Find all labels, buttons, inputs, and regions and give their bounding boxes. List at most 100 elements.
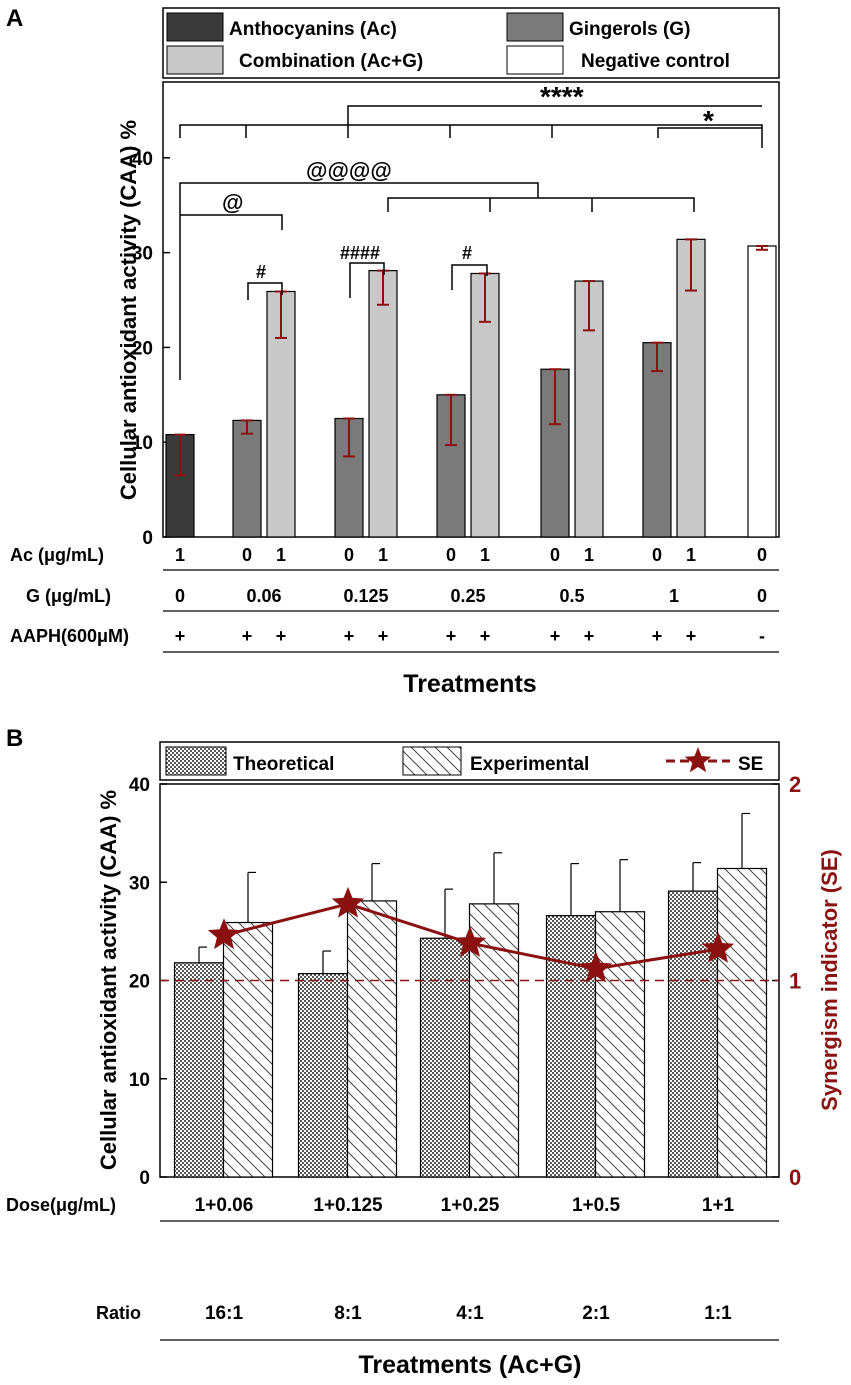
- cell-aaph: +: [480, 626, 491, 646]
- cell-ac: 0: [344, 545, 354, 565]
- cell-aaph: +: [584, 626, 595, 646]
- bar-a-negative: [747, 245, 777, 538]
- cell-aaph: +: [378, 626, 389, 646]
- bracket-at4: [179, 182, 539, 380]
- legend-swatch-experimental: [402, 746, 462, 776]
- y-tick-label-b: 0: [139, 1168, 150, 1189]
- cell-aaph: +: [652, 626, 663, 646]
- bar-a-combo: [368, 270, 398, 538]
- legend-label-g: Gingerols (G): [569, 19, 690, 40]
- cell-dose: 1+0.06: [195, 1195, 254, 1216]
- cell-ac: 1: [276, 545, 286, 565]
- legend-label-experimental: Experimental: [470, 754, 589, 775]
- se-point: [331, 886, 365, 918]
- bracket-star1: [657, 127, 762, 138]
- bar-b-experimental: [594, 911, 646, 1178]
- y-tick-label-a: 20: [132, 338, 153, 359]
- cell-aaph: -: [759, 626, 765, 646]
- row-label-dose: Dose(μg/mL): [6, 1195, 116, 1215]
- legend-swatch-ac: [166, 12, 224, 42]
- panel-b: B Theoretical Experimental SE 010203040 …: [6, 725, 842, 1379]
- legend-label-ac: Anthocyanins (Ac): [229, 19, 397, 40]
- bar-a-g: [642, 342, 672, 538]
- cell-ac: 0: [550, 545, 560, 565]
- x-axis-label-a: Treatments: [403, 670, 536, 698]
- legend-label-theoretical: Theoretical: [233, 754, 334, 775]
- cell-ac: 0: [242, 545, 252, 565]
- cell-g: 0.125: [343, 586, 388, 606]
- y-tick-label-b: 40: [129, 775, 150, 796]
- cell-aaph: +: [550, 626, 561, 646]
- cell-g: 1: [669, 586, 679, 606]
- table-a-cells: 10+0 10.06+ +0 10.125+ +0 10.25+ +0 10.5+ +0 11+ +…: [175, 545, 767, 646]
- y2-tick-label-b: 1: [789, 969, 801, 994]
- y2-tick-label-b: 0: [789, 1165, 801, 1190]
- se-point: [701, 932, 735, 963]
- y-tick-label-b: 10: [129, 1070, 150, 1091]
- bracket-top: [179, 124, 763, 148]
- y-tick-label-a: 0: [142, 528, 153, 549]
- bars-b: [173, 812, 768, 1178]
- legend-a: Anthocyanins (Ac) Gingerols (G) Combinat…: [162, 7, 780, 79]
- cell-g: 0: [175, 586, 185, 606]
- cell-g: 0.25: [450, 586, 485, 606]
- panel-a-letter: A: [6, 5, 23, 32]
- y-axis-b: 0 10 20 30 40: [129, 775, 167, 1189]
- legend-label-se: SE: [738, 754, 763, 775]
- cell-ac: 1: [584, 545, 594, 565]
- treatment-table-b: Dose(μg/mL) Ratio 1+0.06 1+0.125 1+0.25 1+0…: [6, 1195, 779, 1341]
- cell-ratio: 1:1: [704, 1303, 732, 1324]
- y2-axis-b: 0 1 2: [772, 772, 801, 1190]
- y-axis-label-b: Cellular antioxidant activity (CAA) %: [96, 790, 121, 1170]
- legend-b: Theoretical Experimental SE: [159, 741, 780, 781]
- table-b-cells: 1+0.06 1+0.125 1+0.25 1+0.5 1+1 16:1 8:1 4:1 2:1…: [195, 1195, 735, 1324]
- bar-b-theoretical: [297, 973, 349, 1178]
- cell-dose: 1+0.125: [313, 1195, 383, 1216]
- panel-b-letter: B: [6, 725, 23, 752]
- cell-g: 0: [757, 586, 767, 606]
- legend-swatch-theoretical: [165, 746, 227, 776]
- bracket-top-ticks: [245, 125, 553, 138]
- cell-ratio: 4:1: [456, 1303, 484, 1324]
- label-hash1: #: [256, 262, 266, 282]
- bracket-hash1b: [451, 264, 488, 290]
- y-tick-label-a: 40: [132, 149, 153, 170]
- legend-swatch-g: [506, 12, 564, 42]
- legend-swatch-negative: [506, 45, 564, 75]
- cell-ratio: 8:1: [334, 1303, 362, 1324]
- x-axis-label-b: Treatments (Ac+G): [359, 1351, 582, 1379]
- y-tick-label-b: 20: [129, 972, 150, 993]
- legend-star-se: [684, 747, 712, 773]
- y-tick-label-b: 30: [129, 873, 150, 894]
- bracket-hash4: [349, 262, 385, 298]
- cell-aaph: +: [242, 626, 253, 646]
- cell-ac: 1: [175, 545, 185, 565]
- y-tick-label-a: 10: [132, 433, 153, 454]
- cell-ac: 1: [686, 545, 696, 565]
- bar-b-theoretical: [667, 890, 719, 1178]
- bar-b-theoretical: [419, 937, 471, 1178]
- legend-label-negative: Negative control: [581, 51, 730, 72]
- se-point: [579, 951, 613, 983]
- cell-ac: 0: [446, 545, 456, 565]
- label-star1: *: [703, 105, 714, 136]
- bar-b-theoretical: [173, 962, 225, 1178]
- cell-aaph: +: [686, 626, 697, 646]
- treatment-table-a: Ac (μg/mL) G (μg/mL) AAPH(600μM) 1 0 +0 1 0.…: [10, 545, 779, 653]
- cell-aaph: +: [175, 626, 186, 646]
- cell-aaph: +: [276, 626, 287, 646]
- bracket-hash1: [247, 282, 283, 300]
- bar-a-g: [232, 419, 262, 538]
- row-label-aaph: AAPH(600μM): [10, 626, 129, 646]
- cell-aaph: +: [344, 626, 355, 646]
- bar-b-theoretical: [545, 915, 597, 1178]
- cell-aaph: +: [446, 626, 457, 646]
- se-line: [160, 886, 779, 983]
- row-label-g: G (μg/mL): [26, 586, 111, 606]
- y-axis-a: 0 10 20 30 40: [132, 149, 170, 549]
- label-at1: @: [222, 190, 243, 215]
- cell-ac: 0: [757, 545, 767, 565]
- y-axis-label-a: Cellular antioxidant activity (CAA) %: [116, 120, 141, 500]
- bars-a: [165, 238, 777, 538]
